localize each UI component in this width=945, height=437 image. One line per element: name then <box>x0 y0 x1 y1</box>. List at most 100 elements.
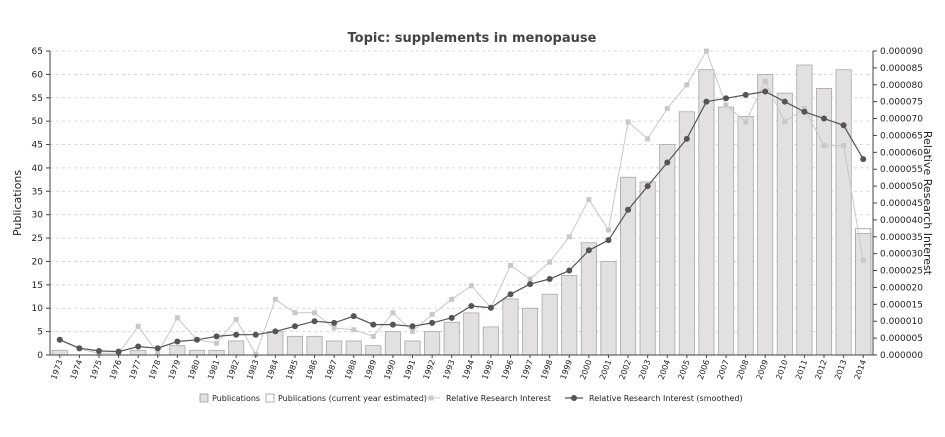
point <box>272 328 279 335</box>
x-tick-label: 2009 <box>755 359 770 381</box>
bar <box>855 232 872 356</box>
point <box>684 82 690 88</box>
point <box>860 257 866 263</box>
bar <box>561 275 578 356</box>
x-tick-label: 1979 <box>167 359 182 381</box>
bar <box>678 111 695 356</box>
point <box>782 119 788 125</box>
grid-layer <box>50 50 873 333</box>
point <box>154 345 161 352</box>
bar <box>717 106 735 356</box>
point <box>762 78 768 84</box>
y-right-tick-label: 0.000075 <box>880 98 923 108</box>
bar <box>130 349 147 356</box>
x-tick-label: 1996 <box>500 359 515 381</box>
y-right-tick-label: 0.000010 <box>880 317 923 327</box>
point <box>350 313 357 320</box>
y-left-tick-label: 50 <box>32 117 44 127</box>
bar <box>169 345 186 356</box>
y-left-tick-label: 25 <box>32 234 43 244</box>
point <box>174 315 180 321</box>
point <box>547 259 553 265</box>
point <box>723 102 729 108</box>
point <box>76 345 83 352</box>
y-right-tick-label: 0.000090 <box>880 47 923 57</box>
legend-swatch-smoothed-marker <box>571 395 577 401</box>
series-line <box>59 90 864 353</box>
x-tick-label: 1980 <box>186 359 201 381</box>
bar <box>835 69 852 356</box>
y-left-tick-label: 60 <box>32 70 44 80</box>
x-tick-label: 2001 <box>598 359 613 381</box>
y-left-tick-label: 55 <box>32 94 43 104</box>
bar <box>404 340 421 356</box>
y-left-tick-label: 65 <box>32 47 43 57</box>
point <box>272 296 278 302</box>
x-tick-label: 2006 <box>696 359 711 381</box>
point <box>781 98 788 105</box>
x-tick-label: 2012 <box>813 359 828 381</box>
point <box>821 143 827 149</box>
legend-swatch-estimated <box>265 393 275 403</box>
bar <box>228 340 245 356</box>
series-line <box>59 49 864 356</box>
point <box>351 327 357 333</box>
point <box>762 88 769 95</box>
point <box>312 310 318 316</box>
y-axis-right-title: Relative Research Interest <box>921 131 934 276</box>
y-right-tick-label: 0.000000 <box>880 351 923 361</box>
x-tick-label: 1989 <box>363 359 378 381</box>
y-right-tick-label: 0.000055 <box>880 165 923 175</box>
x-tick-label: 1978 <box>147 359 162 381</box>
bar <box>659 144 676 356</box>
y-left-tick-label: 35 <box>32 187 43 197</box>
point <box>253 351 259 357</box>
bar <box>757 73 774 356</box>
x-tick-label: 2002 <box>618 359 633 381</box>
bar <box>384 331 401 356</box>
legend-label: Publications <box>212 394 260 403</box>
bar <box>502 298 519 356</box>
x-tick-label: 1975 <box>88 359 103 381</box>
x-tick-label: 1992 <box>422 359 437 381</box>
y-right-tick-label: 0.000015 <box>880 300 923 310</box>
legend-label: Relative Research Interest <box>446 394 551 403</box>
point <box>801 108 808 115</box>
point <box>389 321 396 328</box>
legend-swatch-publications <box>199 393 209 403</box>
legend-label: Relative Research Interest (smoothed) <box>589 394 743 403</box>
x-tick-label: 1976 <box>108 359 123 381</box>
x-tick-label: 1984 <box>265 359 280 381</box>
bar <box>482 326 499 356</box>
point <box>214 340 220 346</box>
x-tick-label: 1983 <box>245 359 260 381</box>
point <box>625 119 631 125</box>
x-tick-label: 2000 <box>578 359 593 381</box>
point <box>860 156 867 163</box>
point <box>115 348 122 355</box>
point <box>801 105 807 111</box>
y-right-tick-label: 0.000065 <box>880 131 923 141</box>
point <box>840 122 847 129</box>
x-tick-label: 2003 <box>637 359 652 381</box>
y-left-tick-label: 15 <box>32 281 43 291</box>
legend-swatch-rri-marker <box>428 395 434 401</box>
bar <box>365 345 382 356</box>
x-tick-label: 2010 <box>774 359 789 381</box>
bar <box>51 349 68 356</box>
bar <box>639 181 656 356</box>
y-left-tick-label: 0 <box>37 351 43 361</box>
y-right-tick-label: 0.000035 <box>880 233 923 243</box>
x-tick-label: 1988 <box>343 359 358 381</box>
bar <box>267 331 284 356</box>
x-tick-label: 1993 <box>441 359 456 381</box>
point <box>742 91 749 98</box>
bar <box>286 335 303 356</box>
point <box>566 267 573 274</box>
point <box>233 331 240 338</box>
y-left-tick-label: 30 <box>32 211 44 221</box>
y-left-tick-label: 40 <box>32 164 44 174</box>
point <box>429 319 436 326</box>
point <box>841 143 847 149</box>
point <box>664 105 670 111</box>
